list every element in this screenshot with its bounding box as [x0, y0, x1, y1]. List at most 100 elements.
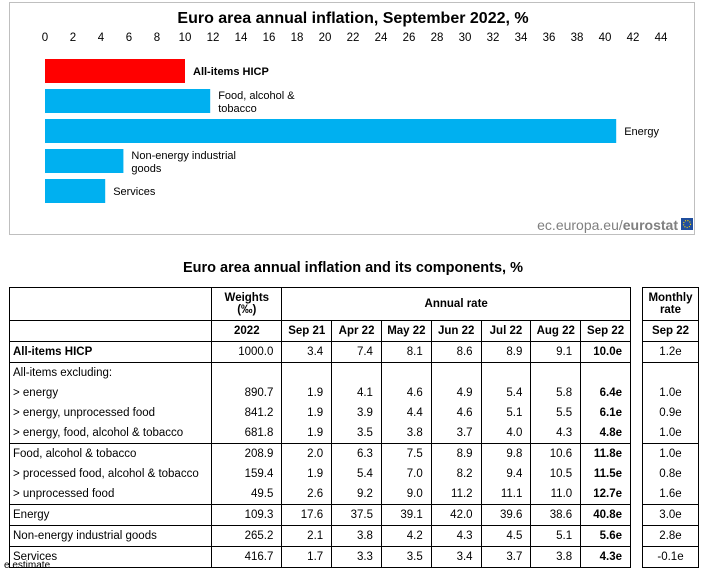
bar — [45, 89, 211, 113]
row-label: All-items excluding: — [8, 362, 213, 383]
weight-cell: 841.2 — [211, 403, 283, 423]
monthly-label-2: rate — [659, 304, 682, 316]
latest-rate-cell: 11.5e — [580, 464, 631, 484]
x-tick-label: 18 — [291, 32, 304, 44]
bar-label: Services — [113, 186, 156, 198]
rate-cell: 5.4 — [331, 464, 382, 484]
monthly-row: 1.6e — [642, 484, 699, 505]
rate-cell: 1.9 — [281, 423, 333, 444]
table-row: Non-energy industrial goods 265.2 2.1 3.8 4.… — [8, 525, 631, 547]
rate-cell: 5.1 — [480, 403, 532, 423]
x-tick-label: 12 — [207, 32, 220, 44]
rate-cell: 7.4 — [331, 341, 382, 363]
monthly-cell: 1.0e — [642, 383, 699, 403]
x-tick-label: 0 — [42, 32, 48, 44]
header-blank — [8, 320, 213, 342]
rate-cell: 42.0 — [430, 504, 482, 526]
monthly-cell: -0.1e — [642, 546, 699, 568]
eu-stars-icon — [682, 219, 692, 229]
rate-cell: 37.5 — [331, 504, 382, 526]
chart-title: Euro area annual inflation, September 20… — [177, 10, 528, 27]
monthly-row: 0.8e — [642, 464, 699, 484]
latest-rate-cell — [580, 362, 631, 383]
rate-cell: 9.2 — [331, 484, 382, 505]
rate-cell: 1.9 — [281, 383, 333, 403]
eu-flag-icon — [681, 218, 693, 230]
rate-cell — [380, 362, 432, 383]
source-brand: eurostat — [623, 217, 679, 233]
header-blank — [8, 287, 213, 321]
table-row: > energy, unprocessed food 841.2 1.9 3.9 4.4… — [8, 403, 631, 423]
annual-rate-table: Weights (‰) Annual rate 2022 Sep 21 Apr 22 May… — [8, 287, 631, 568]
monthly-cell: 3.0e — [642, 504, 699, 526]
rate-cell: 8.9 — [480, 341, 532, 363]
x-tick-label: 38 — [571, 32, 584, 44]
rate-cell: 3.3 — [331, 546, 382, 568]
row-label: Energy — [8, 504, 213, 526]
table-row: > energy, food, alcohol & tobacco 681.8 1.… — [8, 423, 631, 444]
rate-cell: 1.7 — [281, 546, 333, 568]
column-header: Sep 22 — [580, 320, 631, 342]
monthly-cell: 1.0e — [642, 443, 699, 464]
table-row: All-items HICP 1000.0 3.4 7.4 8.1 8.6 8.9 9.1 10… — [8, 341, 631, 363]
x-tick-label: 6 — [126, 32, 132, 44]
rate-cell: 17.6 — [281, 504, 333, 526]
rate-cell: 5.5 — [530, 403, 582, 423]
x-tick-label: 8 — [154, 32, 160, 44]
rate-cell: 9.1 — [530, 341, 582, 363]
monthly-header: Monthly rate — [642, 287, 699, 321]
x-tick-label: 34 — [515, 32, 528, 44]
rate-cell: 5.1 — [530, 525, 582, 547]
latest-rate-cell: 10.0e — [580, 341, 631, 363]
rate-cell: 10.6 — [530, 443, 582, 464]
rate-cell: 3.7 — [480, 546, 532, 568]
weight-cell: 416.7 — [211, 546, 283, 568]
row-label: All-items HICP — [8, 341, 213, 363]
x-tick-label: 20 — [319, 32, 332, 44]
weights-unit: (‰) — [237, 304, 257, 316]
monthly-cell: 1.2e — [642, 341, 699, 363]
weights-year: 2022 — [211, 320, 283, 342]
bar — [45, 59, 185, 83]
rate-cell: 4.3 — [430, 525, 482, 547]
row-label: > processed food, alcohol & tobacco — [8, 464, 213, 484]
x-tick-label: 4 — [98, 32, 105, 44]
monthly-row: -0.1e — [642, 546, 699, 568]
rate-cell: 9.8 — [480, 443, 532, 464]
rate-cell: 4.5 — [480, 525, 532, 547]
weight-cell: 681.8 — [211, 423, 283, 444]
latest-rate-cell: 6.1e — [580, 403, 631, 423]
monthly-cell: 2.8e — [642, 525, 699, 547]
bar-label: Energy — [624, 126, 659, 138]
rate-cell: 2.1 — [281, 525, 333, 547]
x-tick-label: 30 — [459, 32, 472, 44]
row-label: > energy, food, alcohol & tobacco — [8, 423, 213, 444]
rate-cell: 5.4 — [480, 383, 532, 403]
rate-cell: 8.6 — [430, 341, 482, 363]
bar-label: Food, alcohol & — [218, 90, 295, 102]
weight-cell: 49.5 — [211, 484, 283, 505]
latest-rate-cell: 4.3e — [580, 546, 631, 568]
monthly-row: 1.0e — [642, 443, 699, 464]
table-row: > processed food, alcohol & tobacco 159.4… — [8, 464, 631, 484]
rate-cell: 39.6 — [480, 504, 532, 526]
column-header: Sep 21 — [281, 320, 333, 342]
x-tick-label: 42 — [627, 32, 640, 44]
rate-cell: 4.6 — [430, 403, 482, 423]
x-tick-label: 36 — [543, 32, 556, 44]
latest-rate-cell: 40.8e — [580, 504, 631, 526]
weight-cell: 890.7 — [211, 383, 283, 403]
bar — [45, 149, 124, 173]
column-header: May 22 — [380, 320, 432, 342]
rate-cell: 2.0 — [281, 443, 333, 464]
rate-cell: 9.0 — [380, 484, 432, 505]
rate-cell: 4.4 — [380, 403, 432, 423]
row-label: Non-energy industrial goods — [8, 525, 213, 547]
column-header: Jul 22 — [480, 320, 532, 342]
rate-cell: 3.7 — [430, 423, 482, 444]
row-label: > unprocessed food — [8, 484, 213, 505]
rate-cell: 3.8 — [530, 546, 582, 568]
footnote: e estimate — [4, 560, 51, 571]
table-row: Services 416.7 1.7 3.3 3.5 3.4 3.7 3.8 4.3e — [8, 546, 631, 568]
rate-cell: 11.0 — [530, 484, 582, 505]
